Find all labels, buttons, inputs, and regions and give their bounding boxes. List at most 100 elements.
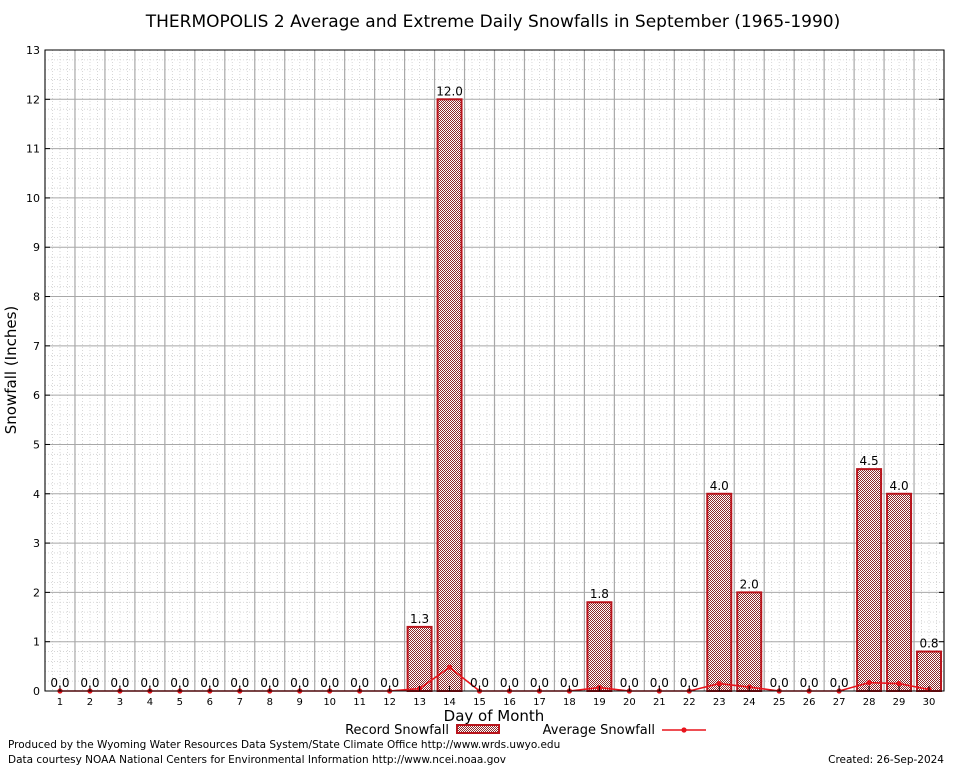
bar-value-label: 0.0 [170, 676, 189, 690]
record-bar [436, 98, 463, 693]
y-tick-label: 6 [33, 389, 40, 402]
x-tick-label: 6 [207, 697, 213, 708]
x-tick-label: 30 [923, 697, 936, 708]
bar-labels: 0.0 0.0 0.0 0.0 0.0 0.0 0.0 0.0 0.0 0.0 0.0 0.0 1.3 1… [50, 84, 938, 690]
bar-value-label: 4.5 [860, 454, 879, 468]
x-tick-label: 19 [593, 697, 606, 708]
average-point [866, 680, 872, 686]
x-tick-label: 10 [323, 697, 336, 708]
x-tick-label: 5 [177, 697, 183, 708]
bar-value-label: 2.0 [740, 577, 759, 591]
x-tick-label: 22 [683, 697, 696, 708]
bar-value-label: 0.0 [200, 676, 219, 690]
average-point [896, 681, 902, 687]
footer-producer: Produced by the Wyoming Water Resources … [8, 739, 560, 751]
bar-value-label: 0.0 [500, 676, 519, 690]
bar-value-label: 0.0 [140, 676, 159, 690]
record-bar [706, 492, 733, 692]
x-tick-label: 12 [383, 697, 396, 708]
y-tick-label: 10 [26, 192, 40, 205]
bar-value-label: 0.0 [470, 676, 489, 690]
x-tick-label: 18 [563, 697, 576, 708]
y-tick-label: 0 [33, 685, 40, 698]
chart-title: THERMOPOLIS 2 Average and Extreme Daily … [145, 12, 840, 32]
record-bar [916, 650, 943, 692]
y-tick-label: 13 [26, 44, 40, 57]
x-tick-label: 16 [503, 697, 516, 708]
footer-created: Created: 26-Sep-2024 [828, 754, 944, 766]
x-tick-label: 4 [147, 697, 153, 708]
bar-value-label: 1.8 [590, 587, 609, 601]
legend-average-marker [681, 727, 687, 733]
x-tick-label: 20 [623, 697, 636, 708]
average-point [716, 681, 722, 687]
bar-value-label: 0.0 [770, 676, 789, 690]
y-tick-label: 12 [26, 93, 40, 106]
bar-value-label: 4.0 [890, 479, 909, 493]
x-tick-label: 28 [863, 697, 876, 708]
bar-value-label: 0.0 [650, 676, 669, 690]
y-tick-label: 9 [33, 241, 40, 254]
bar-value-label: 4.0 [710, 479, 729, 493]
bar-value-label: 0.0 [830, 676, 849, 690]
y-tick-label: 5 [33, 438, 40, 451]
bar-value-label: 0.0 [260, 676, 279, 690]
y-tick-label: 3 [33, 537, 40, 550]
bar-value-label: 0.0 [560, 676, 579, 690]
x-tick-label: 29 [893, 697, 906, 708]
bar-value-label: 0.0 [380, 676, 399, 690]
x-tick-label: 17 [533, 697, 546, 708]
legend-record-label: Record Snowfall [345, 723, 449, 738]
legend: Record Snowfall Average Snowfall [345, 723, 706, 738]
bar-value-label: 0.0 [320, 676, 339, 690]
record-bar [586, 601, 613, 692]
y-tick-label: 4 [33, 488, 40, 501]
average-point [446, 664, 453, 670]
footer-data-source: Data courtesy NOAA National Centers for … [8, 754, 506, 766]
plot-frame [44, 49, 945, 692]
bar-value-label: 0.0 [680, 676, 699, 690]
bar-value-label: 0.0 [350, 676, 369, 690]
y-tick-label: 11 [26, 143, 40, 156]
x-tick-label: 9 [297, 697, 303, 708]
record-bar [406, 625, 433, 693]
y-axis-label: Snowfall (Inches) [2, 306, 20, 434]
bar-value-label: 12.0 [436, 84, 463, 98]
bar-value-label: 0.0 [50, 676, 69, 690]
grid [44, 49, 945, 692]
bar-value-label: 0.0 [530, 676, 549, 690]
y-tick-label: 7 [33, 340, 40, 353]
bar-value-label: 0.0 [110, 676, 129, 690]
y-tick-label: 8 [33, 291, 40, 304]
x-tick-label: 25 [773, 697, 786, 708]
bar-value-label: 0.8 [919, 637, 938, 651]
record-bar [736, 591, 763, 693]
x-tick-label: 14 [443, 697, 456, 708]
bar-value-label: 1.3 [410, 612, 429, 626]
record-bar [856, 468, 883, 692]
x-tick-label: 1 [57, 697, 63, 708]
record-bar [886, 492, 913, 692]
y-tick-label: 2 [33, 586, 40, 599]
x-tick-label: 27 [833, 697, 846, 708]
x-axis-label: Day of Month [444, 707, 545, 725]
record-bars [406, 98, 943, 693]
legend-record-swatch [456, 724, 500, 734]
x-tick-label: 23 [713, 697, 726, 708]
legend-average-label: Average Snowfall [543, 723, 655, 738]
x-tick-label: 11 [353, 697, 366, 708]
bar-value-label: 0.0 [290, 676, 309, 690]
x-tick-label: 13 [413, 697, 426, 708]
bar-value-label: 0.0 [230, 676, 249, 690]
y-tick-label: 1 [33, 636, 40, 649]
x-tick-label: 7 [237, 697, 243, 708]
bar-value-label: 0.0 [620, 676, 639, 690]
x-tick-label: 26 [803, 697, 816, 708]
bar-value-label: 0.0 [800, 676, 819, 690]
x-tick-label: 2 [87, 697, 93, 708]
x-tick-label: 24 [743, 697, 756, 708]
x-tick-label: 15 [473, 697, 486, 708]
bar-value-label: 0.0 [80, 676, 99, 690]
